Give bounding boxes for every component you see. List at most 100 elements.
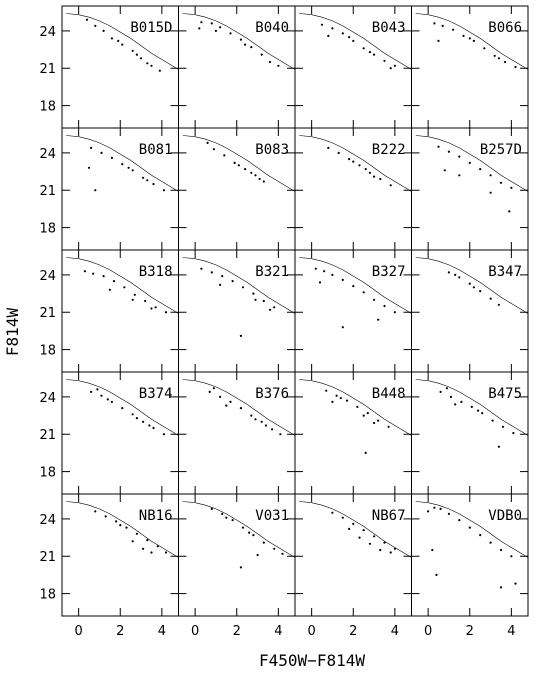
data-point [389,67,392,70]
data-point [162,433,165,436]
panel-title: B083 [255,142,289,158]
panel: B475 [411,371,529,495]
panel: 18 21 24 B015D [39,5,179,129]
data-point [481,412,484,415]
panel-title: NB16 [139,508,173,524]
data-point [497,303,500,306]
data-point [121,407,124,410]
x-tick-label: 0 [308,624,316,639]
panel-title: B374 [139,386,173,402]
data-point [323,270,326,273]
data-point [239,566,242,569]
data-point [379,177,382,181]
y-tick-label: 24 [39,25,56,40]
data-point [262,180,265,183]
data-point [125,526,128,529]
data-point [239,38,242,41]
fiducial-line [182,257,296,314]
data-point [437,145,440,148]
data-point [135,53,138,56]
data-point [364,168,367,171]
x-tick-label: 4 [391,624,399,639]
data-point [87,166,91,169]
data-point [393,64,396,67]
data-point [200,267,203,270]
x-tick-label: 2 [466,624,474,639]
panel: 0 2 4 VDB0 [411,493,529,639]
data-point [337,151,340,154]
panel-title: B015D [130,20,172,36]
data-point [472,286,475,289]
data-point [239,407,242,410]
panel: B040 [178,5,296,129]
data-point [479,168,482,171]
y-tick-label: 18 [39,466,56,481]
data-point [102,275,105,278]
data-point [100,394,103,397]
data-point [241,286,245,289]
data-point [437,39,440,43]
data-point [368,51,371,54]
data-point [443,169,446,172]
data-point [241,526,245,529]
data-point [377,318,380,321]
fiducial-line [415,13,529,70]
data-point [131,413,134,416]
y-tick-label: 24 [39,147,56,162]
data-point [352,522,355,526]
data-point [260,53,263,56]
data-point [127,166,130,169]
data-point [210,507,213,510]
data-point [121,43,124,46]
data-point [348,527,351,531]
panel-title: V031 [255,508,289,524]
data-point [100,151,103,154]
data-point [268,308,272,311]
panel-title: B222 [372,142,406,158]
data-point [219,26,222,29]
data-point [368,542,371,545]
data-point [477,409,480,412]
x-tick-label: 0 [75,624,83,639]
data-point [352,160,355,163]
data-point [135,417,138,420]
data-point [331,27,334,30]
panel-title: B257D [480,142,522,158]
data-point [229,32,232,35]
data-point [108,288,111,291]
y-tick-label: 24 [39,391,56,406]
data-point [501,425,505,428]
data-point [121,163,124,166]
data-point [341,326,344,329]
data-point [164,551,168,554]
data-point [331,400,334,403]
data-point [223,154,226,157]
data-point [389,184,392,187]
fiducial-line [299,501,412,558]
data-point [198,27,201,30]
y-tick-label: 18 [39,222,56,237]
data-point [366,412,369,415]
data-point [499,586,503,589]
data-point [352,39,355,43]
data-point [277,64,280,67]
data-point [90,146,93,149]
data-point [162,189,165,192]
data-point [133,293,136,296]
data-point [233,161,236,164]
panel-title: VDB0 [488,508,522,524]
data-point [348,36,351,39]
fiducial-line [415,501,529,558]
data-point [237,164,240,167]
data-point [131,540,134,543]
data-point [383,541,386,544]
panel: 18 21 24 B318 [39,249,179,373]
data-point [479,290,482,293]
data-point [499,548,503,552]
data-point [142,420,145,423]
panel: 0 2 4 NB67 [294,493,412,639]
data-point [362,414,365,417]
